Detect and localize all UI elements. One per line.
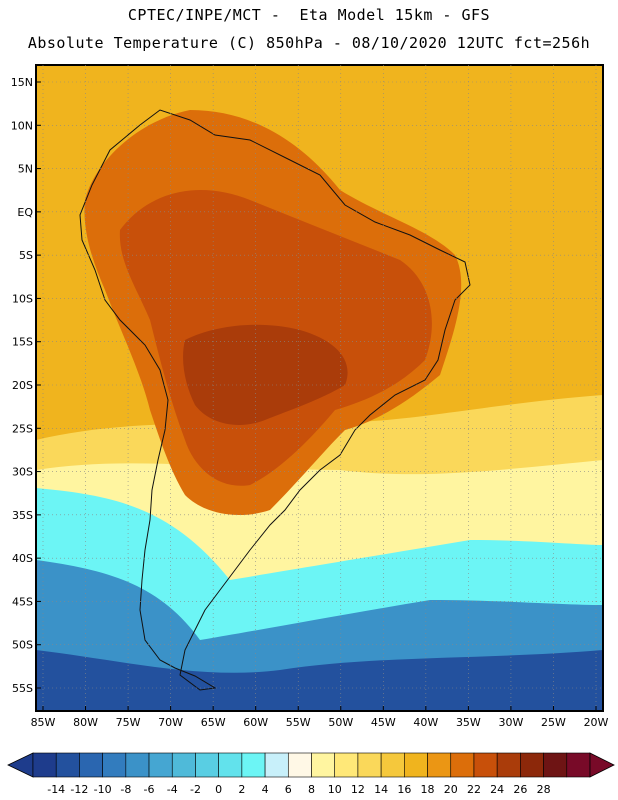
grid-lines (36, 65, 603, 711)
lon-label: 25W (541, 716, 566, 729)
colorbar-label: 16 (397, 783, 411, 796)
colorbar-label: -14 (47, 783, 65, 796)
colorbar-label: -8 (120, 783, 131, 796)
lon-label: 30W (498, 716, 523, 729)
lat-label: 55S (12, 682, 33, 695)
colorbar-swatch (427, 752, 452, 778)
longitude-labels: 85W 80W 75W 70W 65W 60W 55W 50W 45W 40W 35W 30W 25W 2… (31, 716, 609, 729)
colorbar-swatch (311, 752, 336, 778)
colorbar-swatch (79, 752, 103, 778)
lon-label: 75W (116, 716, 141, 729)
lon-label: 20W (584, 716, 609, 729)
colorbar-swatch (520, 752, 544, 778)
lat-label: 40S (12, 552, 33, 565)
lon-label: 35W (456, 716, 481, 729)
colorbar-swatch (32, 752, 57, 778)
lat-label: 25S (12, 422, 33, 435)
lat-label: EQ (17, 206, 33, 219)
colorbar-label: 28 (537, 783, 551, 796)
colorbar-label: 8 (308, 783, 315, 796)
lat-label: 15S (12, 336, 33, 349)
map-subtitle: Absolute Temperature (C) 850hPa - 08/10/… (27, 34, 591, 52)
lat-label: 45S (12, 595, 33, 608)
colorbar-swatch (264, 752, 289, 778)
colorbar-swatch (102, 752, 127, 778)
colorbar-swatch (357, 752, 382, 778)
colorbar-label: 20 (444, 783, 458, 796)
colorbar-swatch (473, 752, 498, 778)
colorbar-label: 2 (238, 783, 245, 796)
lat-label: 50S (12, 639, 33, 652)
colorbar-label: -2 (190, 783, 201, 796)
colorbar-label: 12 (351, 783, 365, 796)
colorbar-label: -6 (144, 783, 155, 796)
lon-label: 65W (201, 716, 226, 729)
colorbar-label: -12 (70, 783, 88, 796)
colorbar-swatch (55, 752, 80, 778)
lat-label: 5S (19, 249, 33, 262)
colorbar-label: 26 (513, 783, 527, 796)
lon-label: 80W (73, 716, 98, 729)
region-deep-blue (36, 650, 603, 711)
colorbar-label: -10 (94, 783, 112, 796)
colorbar-label: 10 (328, 783, 342, 796)
lat-label: 35S (12, 509, 33, 522)
lon-label: 60W (243, 716, 268, 729)
lat-label: 5N (18, 163, 33, 176)
map-frame (35, 64, 604, 712)
colorbar-label: 18 (421, 783, 435, 796)
colorbar-label: 4 (262, 783, 269, 796)
lon-label: 70W (158, 716, 183, 729)
region-hottest (183, 324, 348, 425)
colorbar-swatch (148, 752, 173, 778)
colorbar-swatch (380, 752, 405, 778)
colorbar-label: 24 (490, 783, 504, 796)
colorbar-swatch (171, 752, 196, 778)
colorbar-swatch (125, 752, 150, 778)
colorbar-label: 0 (215, 783, 222, 796)
lat-label: 10N (11, 119, 33, 132)
lon-label: 85W (31, 716, 56, 729)
colorbar-swatch (543, 752, 568, 778)
colorbar-swatch (334, 752, 359, 778)
lat-label: 10S (12, 292, 33, 305)
latitude-labels: 15N 10N 5N EQ 5S 10S 15S 20S 25S 30S 35S 40S 45S 50S 5… (11, 76, 34, 695)
colorbar-label: 22 (467, 783, 481, 796)
lat-label: 15N (11, 76, 33, 89)
temperature-field (36, 65, 603, 711)
colorbar-low-arrow (7, 752, 34, 778)
coastline (79, 109, 471, 691)
lat-label: 30S (12, 466, 33, 479)
colorbar-swatch (404, 752, 428, 778)
colorbar-swatch (287, 752, 312, 778)
colorbar-swatch (496, 752, 521, 778)
colorbar-swatch (450, 752, 475, 778)
colorbar-label: 14 (374, 783, 388, 796)
lon-label: 50W (328, 716, 353, 729)
map-title: CPTEC/INPE/MCT - Eta Model 15km - GFS (127, 6, 491, 24)
colorbar-swatch (566, 752, 591, 778)
lon-label: 55W (286, 716, 311, 729)
colorbar-label: -4 (167, 783, 178, 796)
lon-label: 45W (371, 716, 396, 729)
colorbar-swatch (218, 752, 243, 778)
colorbar-high-arrow (589, 752, 615, 778)
colorbar: -14 -12 -10 -8 -6 -4 -2 0 2 4 6 8 10 12 14 16 18 20 22 24 26… (7, 752, 615, 796)
colorbar-label: 6 (285, 783, 292, 796)
lat-label: 20S (12, 379, 33, 392)
colorbar-swatch (241, 752, 266, 778)
lon-label: 40W (413, 716, 438, 729)
colorbar-swatch (195, 752, 219, 778)
